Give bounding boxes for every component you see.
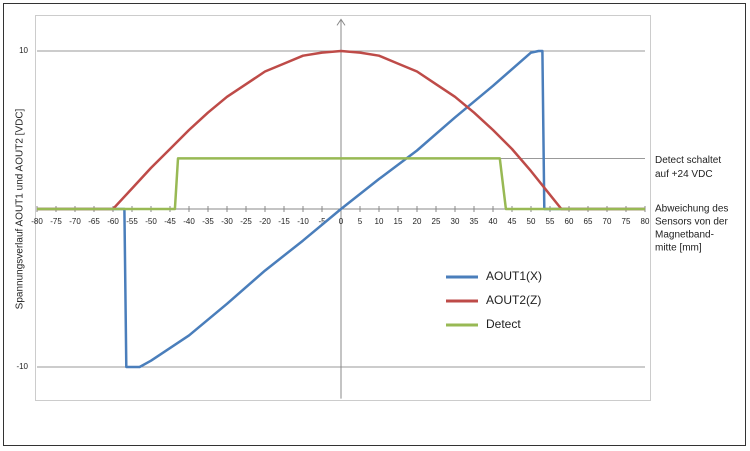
annotation-text: auf +24 VDC bbox=[655, 169, 713, 180]
legend-label: AOUT1(X) bbox=[486, 269, 542, 283]
x-tick-label: -55 bbox=[126, 217, 138, 226]
y-axis-label: Spannungsverlauf AOUT1 und AOUT2 [VDC] bbox=[15, 108, 26, 309]
x-tick-label: 45 bbox=[508, 217, 517, 226]
x-tick-label: -80 bbox=[31, 217, 43, 226]
plot-frame bbox=[35, 15, 651, 401]
x-tick-label: -50 bbox=[145, 217, 157, 226]
x-tick-label: -65 bbox=[88, 217, 100, 226]
x-tick-label: -45 bbox=[164, 217, 176, 226]
x-tick-label: 5 bbox=[358, 217, 363, 226]
x-axis-label: mitte [mm] bbox=[655, 243, 702, 254]
series-line bbox=[37, 49, 645, 211]
x-tick-label: -75 bbox=[50, 217, 62, 226]
x-tick-label: 10 bbox=[375, 217, 384, 226]
x-tick-label: -5 bbox=[318, 217, 326, 226]
series-line bbox=[37, 157, 645, 211]
x-tick-label: -30 bbox=[221, 217, 233, 226]
x-tick-label: 0 bbox=[339, 217, 344, 226]
y-tick-label: 10 bbox=[19, 46, 28, 55]
x-tick-label: -70 bbox=[69, 217, 81, 226]
legend-label: AOUT2(Z) bbox=[486, 293, 541, 307]
x-tick-label: 35 bbox=[470, 217, 479, 226]
outer-frame bbox=[3, 3, 746, 446]
x-tick-label: 25 bbox=[432, 217, 441, 226]
x-axis-label: Magnetband- bbox=[655, 230, 714, 241]
x-tick-label: -35 bbox=[202, 217, 214, 226]
x-tick-label: 55 bbox=[546, 217, 555, 226]
x-tick-label: 15 bbox=[394, 217, 403, 226]
x-axis-label: Sensors von der bbox=[655, 217, 728, 228]
x-tick-label: -60 bbox=[107, 217, 119, 226]
x-tick-label: 20 bbox=[413, 217, 422, 226]
x-tick-label: 30 bbox=[451, 217, 460, 226]
x-tick-label: -15 bbox=[278, 217, 290, 226]
y-axis-arrow bbox=[336, 18, 346, 26]
x-tick-label: 60 bbox=[565, 217, 574, 226]
x-tick-label: 50 bbox=[527, 217, 536, 226]
x-tick-label: -25 bbox=[240, 217, 252, 226]
x-tick-label: 40 bbox=[489, 217, 498, 226]
legend-label: Detect bbox=[486, 317, 521, 331]
x-axis-label: Abweichung des bbox=[655, 204, 728, 215]
x-tick-label: 80 bbox=[641, 217, 650, 226]
x-tick-label: 75 bbox=[622, 217, 631, 226]
x-tick-label: 70 bbox=[603, 217, 612, 226]
x-tick-label: -40 bbox=[183, 217, 195, 226]
x-tick-label: -20 bbox=[259, 217, 271, 226]
x-tick-label: -10 bbox=[297, 217, 309, 226]
annotation-text: Detect schaltet bbox=[655, 155, 721, 166]
x-tick-label: 65 bbox=[584, 217, 593, 226]
series-line bbox=[37, 49, 645, 369]
y-tick-label: -10 bbox=[16, 362, 28, 371]
